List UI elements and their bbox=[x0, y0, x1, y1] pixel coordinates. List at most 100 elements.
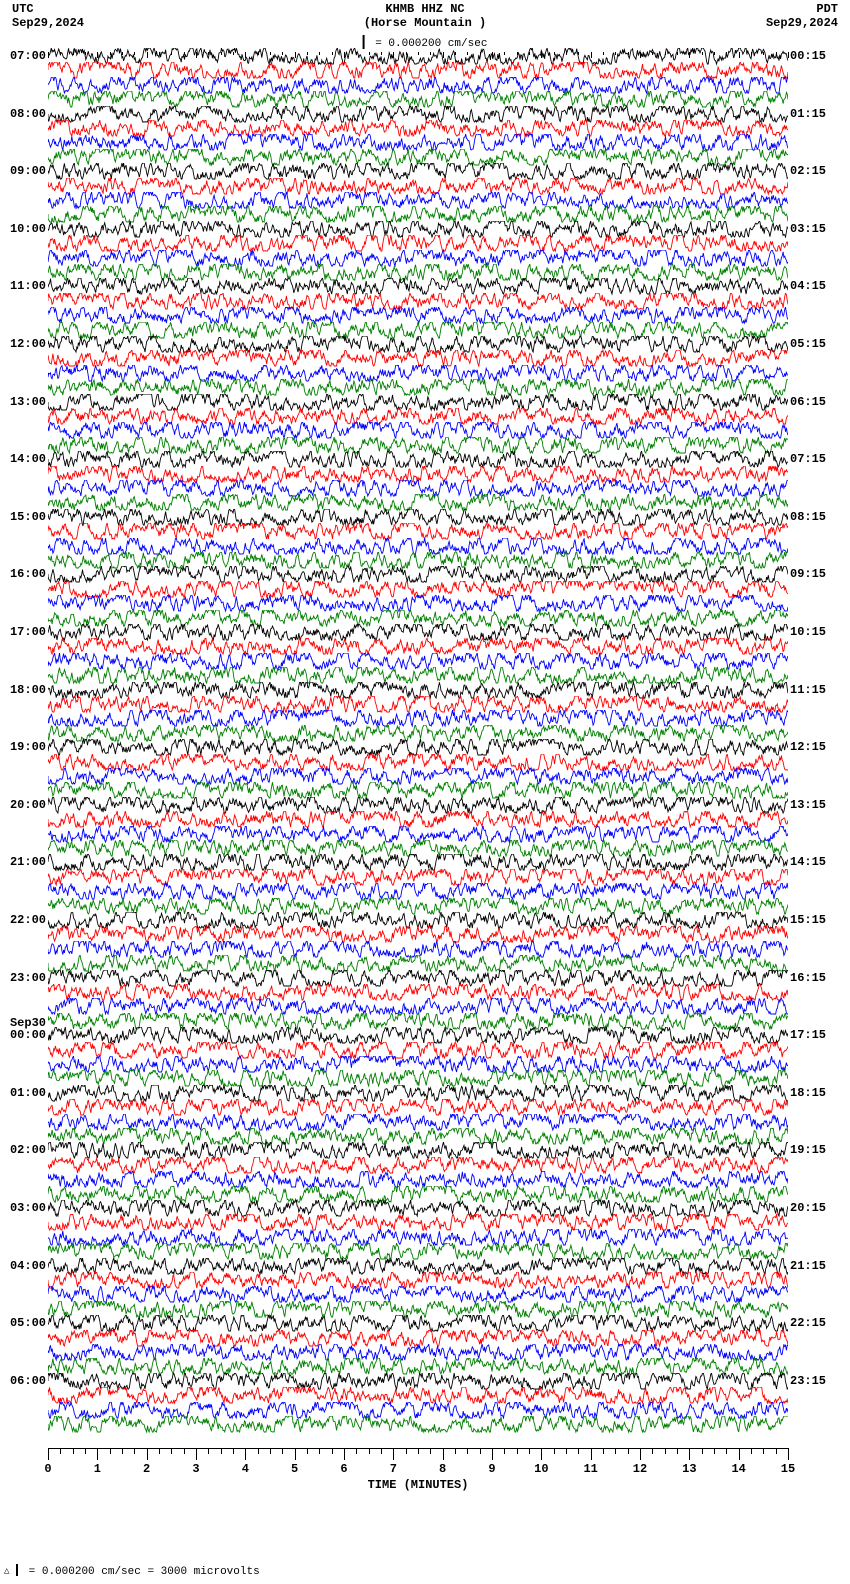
x-tick-major bbox=[245, 1448, 246, 1460]
scale-bar-icon bbox=[16, 1564, 18, 1576]
x-tick-minor bbox=[159, 1448, 160, 1454]
hour-label-utc: 19:00 bbox=[10, 741, 46, 753]
x-tick-minor bbox=[726, 1448, 727, 1454]
left-tz-label: UTC bbox=[12, 2, 34, 16]
hour-label-utc: 05:00 bbox=[10, 1317, 46, 1329]
hour-label-utc: 22:00 bbox=[10, 914, 46, 926]
x-axis: TIME (MINUTES) 0123456789101112131415 bbox=[48, 1448, 788, 1478]
x-tick-minor bbox=[418, 1448, 419, 1454]
hour-label-local: 05:15 bbox=[790, 338, 826, 350]
hour-label-local: 02:15 bbox=[790, 165, 826, 177]
hour-label-local: 23:15 bbox=[790, 1375, 826, 1387]
hour-label-local: 14:15 bbox=[790, 856, 826, 868]
x-tick-label: 2 bbox=[143, 1462, 150, 1476]
x-tick-minor bbox=[529, 1448, 530, 1454]
hour-label-local: 09:15 bbox=[790, 568, 826, 580]
x-tick-minor bbox=[221, 1448, 222, 1454]
x-tick-major bbox=[640, 1448, 641, 1460]
hour-label-local: 07:15 bbox=[790, 453, 826, 465]
x-tick-minor bbox=[776, 1448, 777, 1454]
x-tick-major bbox=[48, 1448, 49, 1460]
x-tick-minor bbox=[270, 1448, 271, 1454]
x-tick-minor bbox=[134, 1448, 135, 1454]
x-tick-minor bbox=[85, 1448, 86, 1454]
x-tick-minor bbox=[282, 1448, 283, 1454]
waveform bbox=[48, 1416, 788, 1434]
x-tick-label: 4 bbox=[242, 1462, 249, 1476]
x-tick-major bbox=[689, 1448, 690, 1460]
footer-text: = 0.000200 cm/sec = 3000 microvolts bbox=[29, 1566, 260, 1578]
hour-label-utc: 18:00 bbox=[10, 684, 46, 696]
x-tick-major bbox=[147, 1448, 148, 1460]
x-tick-label: 10 bbox=[534, 1462, 548, 1476]
hour-label-local: 20:15 bbox=[790, 1202, 826, 1214]
hour-label-utc: 01:00 bbox=[10, 1087, 46, 1099]
right-date: Sep29,2024 bbox=[766, 16, 838, 30]
x-tick-minor bbox=[171, 1448, 172, 1454]
x-tick-minor bbox=[258, 1448, 259, 1454]
x-tick-minor bbox=[554, 1448, 555, 1454]
x-tick-minor bbox=[233, 1448, 234, 1454]
hour-label-local: 03:15 bbox=[790, 223, 826, 235]
x-tick-minor bbox=[628, 1448, 629, 1454]
x-tick-label: 13 bbox=[682, 1462, 696, 1476]
x-tick-minor bbox=[332, 1448, 333, 1454]
x-tick-minor bbox=[455, 1448, 456, 1454]
hour-label-utc: 06:00 bbox=[10, 1375, 46, 1387]
seismogram-plot: 07:0000:1508:0001:1509:0002:1510:0003:15… bbox=[48, 56, 788, 1444]
hour-label-local: 18:15 bbox=[790, 1087, 826, 1099]
x-tick-minor bbox=[566, 1448, 567, 1454]
hour-label-utc: 20:00 bbox=[10, 799, 46, 811]
hour-label-utc: 13:00 bbox=[10, 396, 46, 408]
hour-label-local: 04:15 bbox=[790, 280, 826, 292]
x-tick-label: 11 bbox=[583, 1462, 597, 1476]
x-tick-minor bbox=[702, 1448, 703, 1454]
hour-label-utc: 12:00 bbox=[10, 338, 46, 350]
x-tick-major bbox=[739, 1448, 740, 1460]
x-tick-minor bbox=[60, 1448, 61, 1454]
scale-bar-icon bbox=[363, 35, 365, 49]
x-tick-minor bbox=[615, 1448, 616, 1454]
x-tick-label: 7 bbox=[390, 1462, 397, 1476]
x-axis-title: TIME (MINUTES) bbox=[368, 1478, 469, 1492]
x-tick-major bbox=[788, 1448, 789, 1460]
hour-label-utc: 04:00 bbox=[10, 1260, 46, 1272]
station-subtitle: (Horse Mountain ) bbox=[0, 16, 850, 30]
hour-label-local: 08:15 bbox=[790, 511, 826, 523]
x-tick-label: 12 bbox=[633, 1462, 647, 1476]
x-tick-minor bbox=[480, 1448, 481, 1454]
hour-label-local: 15:15 bbox=[790, 914, 826, 926]
right-tz-label: PDT bbox=[816, 2, 838, 16]
x-tick-minor bbox=[122, 1448, 123, 1454]
hour-label-local: 21:15 bbox=[790, 1260, 826, 1272]
hour-label-utc: 14:00 bbox=[10, 453, 46, 465]
hour-label-local: 10:15 bbox=[790, 626, 826, 638]
x-tick-minor bbox=[714, 1448, 715, 1454]
x-tick-label: 14 bbox=[731, 1462, 745, 1476]
x-tick-minor bbox=[763, 1448, 764, 1454]
x-tick-major bbox=[196, 1448, 197, 1460]
x-tick-minor bbox=[356, 1448, 357, 1454]
x-tick-label: 9 bbox=[488, 1462, 495, 1476]
x-tick-major bbox=[295, 1448, 296, 1460]
x-tick-label: 1 bbox=[94, 1462, 101, 1476]
hour-label-utc: Sep30 00:00 bbox=[10, 1017, 46, 1041]
x-tick-major bbox=[97, 1448, 98, 1460]
x-tick-minor bbox=[677, 1448, 678, 1454]
station-title: KHMB HHZ NC bbox=[0, 2, 850, 16]
hour-label-local: 16:15 bbox=[790, 972, 826, 984]
hour-label-utc: 10:00 bbox=[10, 223, 46, 235]
x-tick-label: 15 bbox=[781, 1462, 795, 1476]
x-tick-minor bbox=[307, 1448, 308, 1454]
hour-label-local: 00:15 bbox=[790, 50, 826, 62]
x-tick-minor bbox=[430, 1448, 431, 1454]
x-tick-major bbox=[591, 1448, 592, 1460]
hour-label-utc: 23:00 bbox=[10, 972, 46, 984]
x-tick-label: 8 bbox=[439, 1462, 446, 1476]
hour-label-local: 12:15 bbox=[790, 741, 826, 753]
footer-scale: △ = 0.000200 cm/sec = 3000 microvolts bbox=[4, 1565, 260, 1578]
hour-label-utc: 17:00 bbox=[10, 626, 46, 638]
hour-label-utc: 11:00 bbox=[10, 280, 46, 292]
hour-label-local: 11:15 bbox=[790, 684, 826, 696]
hour-label-local: 22:15 bbox=[790, 1317, 826, 1329]
